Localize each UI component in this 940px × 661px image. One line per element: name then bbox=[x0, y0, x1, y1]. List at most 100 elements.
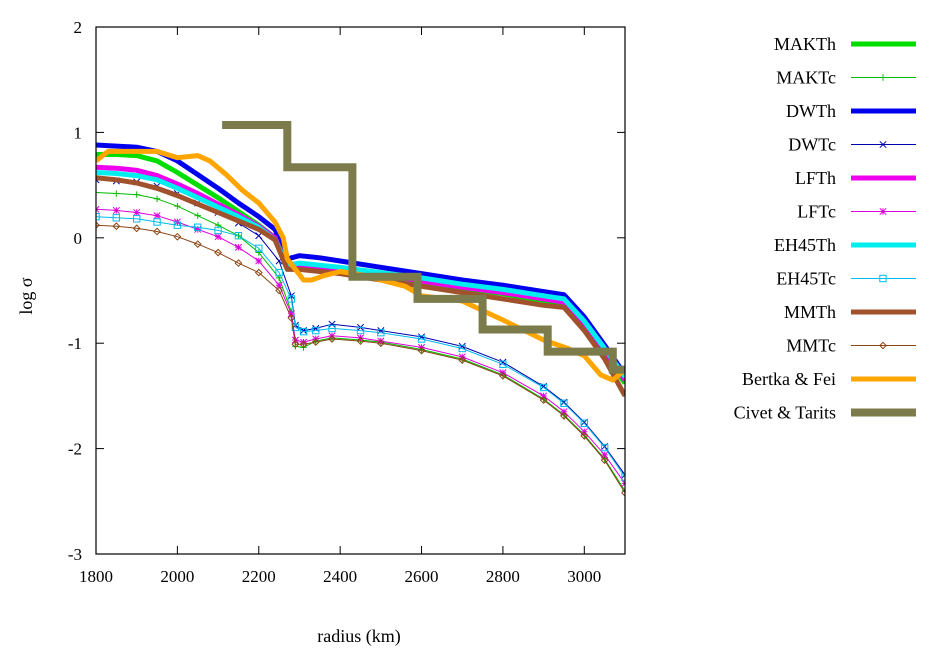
series-eh45tc-marker bbox=[560, 399, 568, 407]
series-mmtc-line bbox=[96, 224, 625, 494]
series-eh45tc-marker bbox=[580, 419, 589, 428]
y-axis-title: log σ bbox=[16, 277, 36, 315]
series-mmtc-marker bbox=[539, 396, 548, 405]
legend-dwth-label: DWTh bbox=[786, 101, 836, 121]
series-lftc-marker bbox=[377, 337, 385, 345]
series-mmtc-marker bbox=[193, 240, 202, 249]
series-lftc-marker bbox=[153, 212, 161, 220]
legend-mmth: MMTh bbox=[784, 302, 916, 322]
y-tick-label: -1 bbox=[68, 334, 82, 353]
series-eh45tc-marker bbox=[234, 231, 243, 240]
y-tick-label: 0 bbox=[74, 229, 83, 248]
series-mmtc-marker bbox=[173, 232, 182, 241]
series-lftc-marker bbox=[275, 281, 283, 289]
legend-bertka-fei: Bertka & Fei bbox=[742, 369, 916, 389]
legend-dwtc-marker bbox=[879, 140, 887, 149]
series-mmtc-marker bbox=[311, 338, 320, 347]
series-layer bbox=[96, 121, 625, 497]
series-mmth bbox=[96, 175, 625, 398]
series-eh45tc-marker bbox=[194, 223, 202, 231]
series-maktc-marker bbox=[113, 190, 120, 197]
series-eh45tc-marker bbox=[458, 344, 466, 353]
legend-eh45tc-marker bbox=[879, 274, 887, 283]
series-lftc-marker bbox=[540, 392, 548, 400]
series-eh45tc-marker bbox=[356, 326, 365, 335]
series-mmtc-marker bbox=[458, 356, 467, 364]
series-mmtc-marker bbox=[132, 224, 141, 233]
x-tick-label: 1800 bbox=[79, 567, 113, 586]
series-mmtc-marker bbox=[234, 259, 243, 268]
series-mmtc bbox=[96, 221, 625, 497]
series-eh45tc-marker bbox=[328, 324, 336, 333]
series-lftc-marker bbox=[234, 243, 242, 251]
series-mmtc-marker bbox=[580, 432, 589, 440]
series-eh45tc-marker bbox=[173, 221, 182, 229]
legend-eh45th-label: EH45Th bbox=[774, 235, 836, 255]
series-dwtc-marker bbox=[499, 358, 507, 366]
series-mmtc-marker bbox=[214, 248, 222, 257]
y-tick-label: -2 bbox=[68, 440, 82, 459]
legend-lftc-label: LFTc bbox=[797, 202, 836, 222]
series-lftc-marker bbox=[194, 225, 202, 233]
series-mmtc-marker bbox=[600, 456, 609, 465]
legend-maktc-label: MAKTc bbox=[776, 68, 836, 88]
series-maktc-marker bbox=[255, 249, 262, 256]
series-mmtc-marker bbox=[621, 488, 625, 497]
legend-eh45tc: EH45Tc bbox=[776, 269, 916, 289]
x-tick-label: 2800 bbox=[486, 567, 520, 586]
series-maktc-marker bbox=[174, 202, 181, 210]
series-mmtc-marker bbox=[499, 371, 507, 380]
axes-layer: 1800 2000 2200 2400 2600 2800 3000 -3 -2 -1 0 1 2 bbox=[68, 18, 626, 586]
legend-dwtc-label: DWTc bbox=[788, 135, 836, 155]
series-lftc-marker bbox=[255, 257, 263, 265]
series-mmtc-marker bbox=[287, 313, 296, 322]
series-mmtc-marker bbox=[299, 340, 308, 349]
series-dwtc-marker bbox=[621, 471, 625, 479]
x-tick-label: 2200 bbox=[242, 567, 276, 586]
legend-dwtc: DWTc bbox=[788, 135, 916, 155]
series-eh45tc-marker bbox=[153, 218, 161, 226]
x-tick-label: 2000 bbox=[160, 567, 194, 586]
legend-eh45tc-label: EH45Tc bbox=[776, 269, 836, 289]
series-eh45tc-marker bbox=[299, 327, 308, 336]
legend-bertka-fei-label: Bertka & Fei bbox=[742, 369, 836, 389]
legend-lftc: LFTc bbox=[797, 202, 916, 222]
series-lftc-marker bbox=[291, 336, 299, 344]
legend-maktc: MAKTc bbox=[776, 68, 916, 88]
series-eh45tc-marker bbox=[539, 383, 548, 392]
series-eh45tc-marker bbox=[499, 360, 507, 368]
legend-eh45th: EH45Th bbox=[774, 235, 916, 255]
series-eh45tc-line bbox=[96, 216, 625, 478]
series-lftc-marker bbox=[560, 408, 568, 416]
series-maktc-marker bbox=[194, 212, 201, 219]
series-eh45tc-marker bbox=[287, 295, 296, 303]
series-mmtc-marker bbox=[560, 412, 568, 420]
series-lftc-marker bbox=[601, 451, 609, 459]
x-tick-label: 3000 bbox=[567, 567, 601, 586]
series-mmtc-marker bbox=[254, 268, 263, 277]
series-civet-tarits bbox=[222, 121, 625, 374]
series-mmtc-marker bbox=[328, 335, 336, 343]
legend-lftc-marker bbox=[879, 207, 887, 216]
series-maktc-marker bbox=[153, 195, 161, 203]
series-maktc-marker bbox=[96, 189, 100, 196]
y-tick-label: -3 bbox=[68, 545, 82, 564]
series-eh45tc-marker bbox=[112, 214, 121, 222]
series-maktc-marker bbox=[621, 487, 625, 494]
legend-lfth: LFTh bbox=[795, 168, 916, 188]
series-eh45tc-marker bbox=[312, 326, 320, 335]
series-mmth-line bbox=[96, 175, 625, 398]
series-lftc-marker bbox=[133, 208, 141, 217]
series-dwtc-marker bbox=[328, 320, 336, 328]
series-eh45tc-marker bbox=[255, 244, 263, 253]
series-mmtc-marker bbox=[275, 286, 284, 295]
series-mmtc-marker bbox=[291, 340, 300, 349]
legend-dwth: DWTh bbox=[786, 101, 916, 121]
y-tick-label: 1 bbox=[74, 123, 83, 142]
series-lftc-marker bbox=[299, 338, 308, 346]
x-tick-label: 2600 bbox=[405, 567, 439, 586]
x-tick-label: 2400 bbox=[323, 567, 357, 586]
series-mmtc-marker bbox=[153, 227, 161, 236]
legend-civet-tarits-label: Civet & Tarits bbox=[734, 403, 836, 423]
